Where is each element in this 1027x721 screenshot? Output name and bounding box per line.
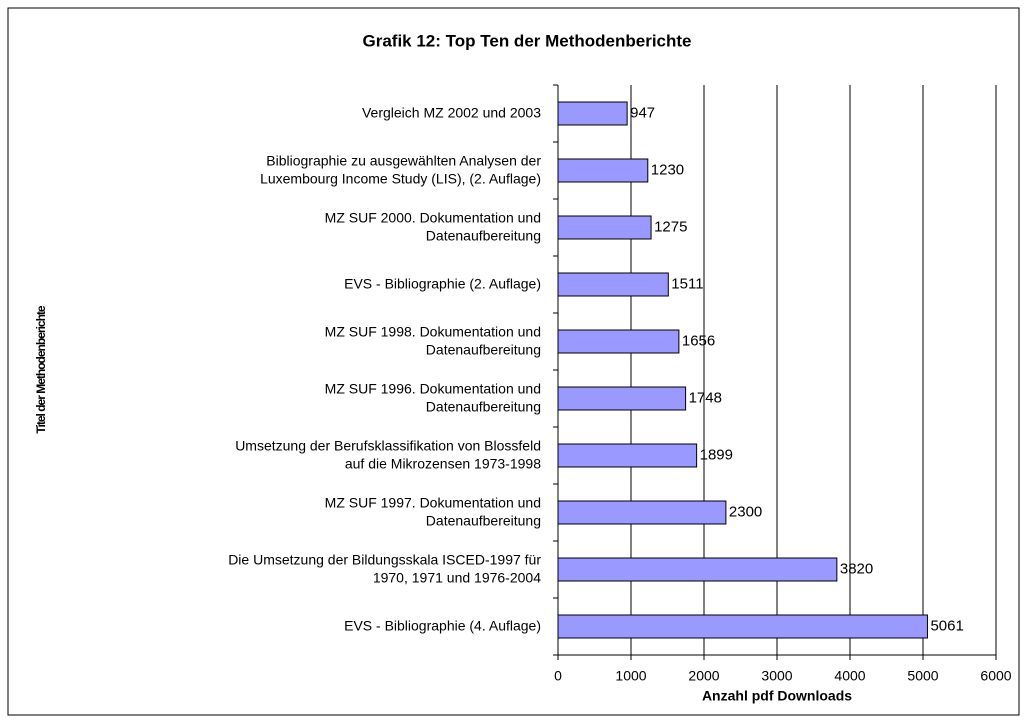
x-tick-label: 1000	[615, 668, 646, 684]
value-label: 1748	[689, 389, 722, 406]
y-tick-label-line: auf die Mikrozensen 1973-1998	[345, 455, 541, 471]
y-tick-label: Vergleich MZ 2002 und 2003	[362, 104, 541, 120]
bar	[557, 443, 698, 468]
x-tick-label: 3000	[761, 668, 792, 684]
bar	[557, 386, 687, 411]
y-tick-label: Bibliographie zu ausgewählten Analysen d…	[260, 152, 541, 186]
y-tick-label-line: Umsetzung der Berufsklassifikation von B…	[235, 437, 541, 453]
bar	[557, 215, 652, 240]
chart-title: Grafik 12: Top Ten der Methodenberichte	[362, 31, 691, 50]
x-tick-label: 0	[554, 668, 562, 684]
y-tick-label: MZ SUF 1997. Dokumentation und Datenaufbe…	[325, 494, 541, 528]
y-tick-label: EVS - Bibliographie (4. Auflage)	[344, 617, 541, 633]
x-tick-label: 4000	[834, 668, 865, 684]
y-tick-label: Umsetzung der Berufsklassifikation von B…	[235, 437, 541, 471]
x-tick-label: 6000	[980, 668, 1011, 684]
y-tick-label-line: Datenaufbereitung	[426, 398, 541, 414]
y-tick-label-line: MZ SUF 1996. Dokumentation und	[325, 380, 541, 396]
y-tick-label-line: Luxembourg Income Study (LIS), (2. Aufla…	[260, 170, 541, 186]
bar	[557, 557, 838, 582]
y-tick-label: EVS - Bibliographie (2. Auflage)	[344, 275, 541, 291]
value-label: 2300	[729, 503, 762, 520]
y-tick-label: MZ SUF 2000. Dokumentation und Datenaufbe…	[325, 209, 541, 243]
value-label: 3820	[840, 560, 873, 577]
value-label: 1275	[654, 218, 687, 235]
x-axis-title: Anzahl pdf Downloads	[702, 688, 852, 704]
x-tick-label: 2000	[688, 668, 719, 684]
y-tick-label: MZ SUF 1996. Dokumentation und Datenaufbe…	[325, 380, 541, 414]
bar	[557, 272, 669, 297]
value-label: 947	[630, 104, 655, 121]
y-tick-label: MZ SUF 1998. Dokumentation und Datenaufbe…	[325, 323, 541, 357]
value-label: 1656	[682, 332, 715, 349]
y-tick-label-line: 1970, 1971 und 1976-2004	[373, 569, 541, 585]
y-tick-label-line: Bibliographie zu ausgewählten Analysen d…	[266, 152, 541, 168]
y-tick-label-line: MZ SUF 2000. Dokumentation und	[325, 209, 541, 225]
y-axis-title: Titel der Methodenberichte	[34, 305, 48, 433]
x-tick-label: 5000	[907, 668, 938, 684]
y-tick-label-line: MZ SUF 1997. Dokumentation und	[325, 494, 541, 510]
value-label: 1230	[651, 161, 684, 178]
bar	[557, 500, 727, 525]
bar	[557, 158, 649, 183]
y-tick-label-line: EVS - Bibliographie (4. Auflage)	[344, 617, 541, 633]
value-label: 1511	[671, 275, 703, 292]
value-label: 5061	[930, 617, 963, 634]
bar	[557, 101, 628, 126]
y-tick-label-line: Datenaufbereitung	[426, 227, 541, 243]
y-tick-label-line: Vergleich MZ 2002 und 2003	[362, 104, 541, 120]
bar	[557, 614, 928, 639]
y-tick-label-line: Datenaufbereitung	[426, 341, 541, 357]
value-label: 1899	[700, 446, 733, 463]
y-tick-label-line: Die Umsetzung der Bildungsskala ISCED-19…	[228, 551, 541, 567]
bar	[557, 329, 680, 354]
y-tick-label-line: Datenaufbereitung	[426, 512, 541, 528]
y-tick-label-line: EVS - Bibliographie (2. Auflage)	[344, 275, 541, 291]
y-tick-label-line: MZ SUF 1998. Dokumentation und	[325, 323, 541, 339]
y-tick-label: Die Umsetzung der Bildungsskala ISCED-19…	[228, 551, 541, 585]
